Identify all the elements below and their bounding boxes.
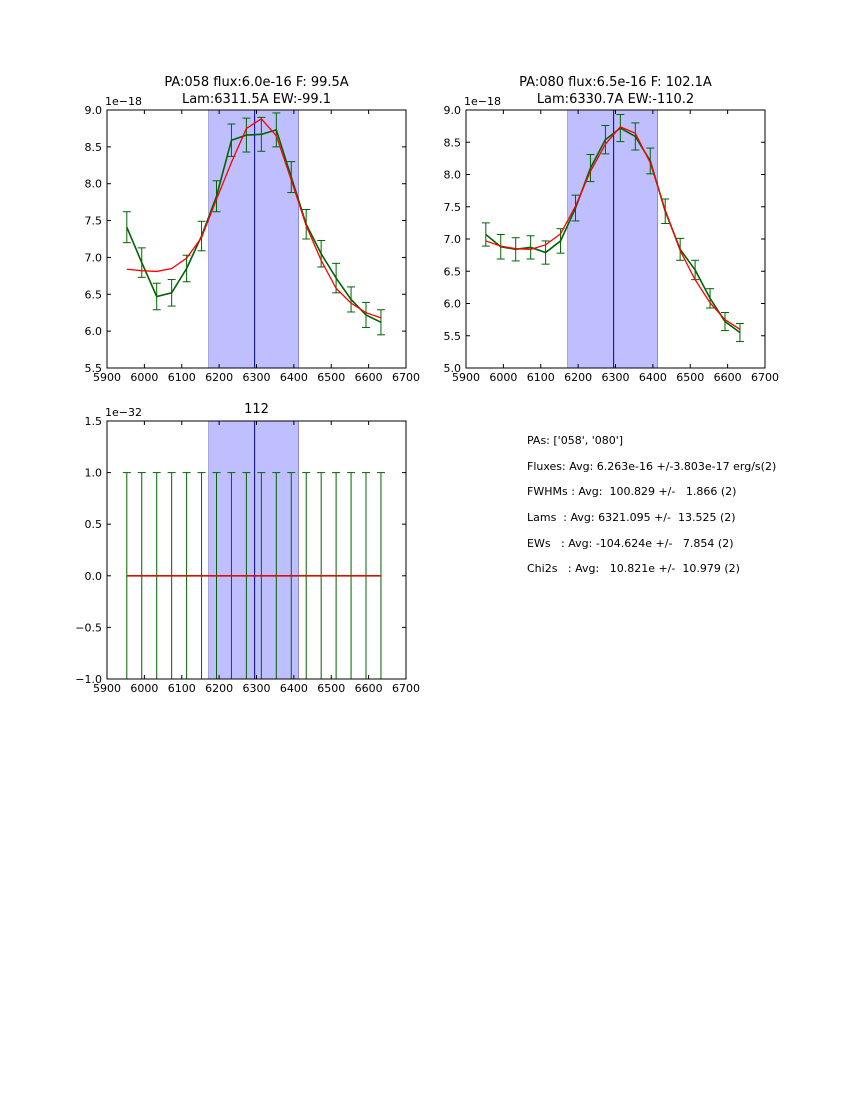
panel-1: 5900 6000 6100 6200 6300 6400 6500 6600 6700 5.5 6…: [85, 75, 421, 384]
y-tick-label: 5.5: [85, 362, 103, 375]
x-tick-label: 6400: [280, 371, 308, 384]
chart-title: 112: [244, 402, 269, 417]
panel-2: 5900 6000 6100 6200 6300 6400 6500 6600 6700 5.0 5…: [444, 75, 780, 384]
x-tick-label: 6300: [243, 371, 271, 384]
y-tick-label: 9.0: [85, 104, 103, 117]
x-tick-label: 6700: [392, 682, 420, 695]
x-tick-label: 6500: [676, 371, 704, 384]
stats-chi2s: Chi2s : Avg: 10.821e +/- 10.979 (2): [527, 562, 740, 576]
fit-window-band: [567, 109, 658, 369]
chart-title-line-1: PA:080 flux:6.5e-16 F: 102.1A: [519, 75, 712, 90]
x-tick-label: 6600: [355, 682, 383, 695]
stats-fwhms: FWHMs : Avg: 100.829 +/- 1.866 (2): [527, 485, 737, 499]
chart-title-line-2: Lam:6311.5A EW:-99.1: [182, 92, 331, 107]
x-tick-label: 6200: [205, 371, 233, 384]
x-tick-label: 6100: [168, 371, 196, 384]
data-series-line: [485, 127, 741, 334]
x-tick-label: 6200: [564, 371, 592, 384]
y-tick-label: 9.0: [444, 104, 462, 117]
fit-window-band: [208, 109, 299, 369]
x-tick-label: 6500: [317, 682, 345, 695]
model-series-line: [126, 118, 382, 319]
y-tick-label: 8.5: [85, 141, 103, 154]
chart-title-line-2: Lam:6330.7A EW:-110.2: [537, 92, 694, 107]
stats-pas: PAs: ['058', '080']: [527, 434, 624, 447]
y-tick-label: −1.0: [75, 673, 102, 686]
x-tick-label: 5900: [93, 682, 121, 695]
x-tick-label: 6600: [714, 371, 742, 384]
y-offset-label: 1e−18: [105, 95, 142, 108]
x-tick-label: 6600: [355, 371, 383, 384]
x-tick-label: 6000: [489, 371, 517, 384]
x-tick-label: 5900: [93, 371, 121, 384]
y-tick-label: 8.0: [444, 169, 462, 182]
y-tick-label: 6.5: [85, 288, 103, 301]
x-tick-label: 6000: [130, 371, 158, 384]
y-tick-label: 5.5: [444, 330, 462, 343]
x-tick-label: 6500: [317, 371, 345, 384]
y-tick-label: 0.0: [85, 570, 103, 583]
x-tick-label: 6300: [602, 371, 630, 384]
y-tick-label: −0.5: [75, 621, 102, 634]
y-tick-label: 1.0: [85, 467, 103, 480]
fit-window-band: [208, 420, 299, 680]
x-tick-label: 6700: [392, 371, 420, 384]
stats-fluxes: Fluxes: Avg: 6.263e-16 +/-3.803e-17 erg/…: [527, 459, 777, 473]
x-tick-label: 6000: [130, 682, 158, 695]
y-tick-label: 1.5: [85, 415, 103, 428]
y-tick-label: 0.5: [85, 518, 103, 531]
y-tick-label: 6.5: [444, 265, 462, 278]
stats-ews: EWs : Avg: -104.624e +/- 7.854 (2): [527, 536, 734, 550]
x-tick-label: 5900: [452, 371, 480, 384]
stats-panel: PAs: ['058', '080'] Fluxes: Avg: 6.263e-…: [527, 434, 776, 588]
x-tick-label: 6400: [280, 682, 308, 695]
y-tick-label: 5.0: [444, 362, 462, 375]
plot-area: [122, 112, 385, 336]
x-tick-label: 6300: [243, 682, 271, 695]
panel-3: 5900 6000 6100 6200 6300 6400 6500 6600 6700 −1.0…: [75, 402, 420, 695]
data-series-line: [126, 128, 382, 324]
y-tick-label: 7.0: [85, 251, 103, 264]
y-tick-label: 6.0: [85, 325, 103, 338]
y-tick-label: 8.5: [444, 136, 462, 149]
x-tick-label: 6100: [527, 371, 555, 384]
chart-title-line-1: PA:058 flux:6.0e-16 F: 99.5A: [164, 75, 348, 90]
plot-area: [481, 114, 744, 343]
plot-area: [122, 472, 385, 679]
stats-lams: Lams : Avg: 6321.095 +/- 13.525 (2): [527, 511, 736, 525]
y-tick-label: 6.0: [444, 298, 462, 311]
x-tick-label: 6200: [205, 682, 233, 695]
model-series-line: [485, 125, 741, 330]
y-offset-label: 1e−32: [105, 406, 142, 419]
x-tick-label: 6400: [639, 371, 667, 384]
y-tick-label: 7.5: [444, 201, 462, 214]
y-tick-label: 8.0: [85, 178, 103, 191]
y-tick-label: 7.0: [444, 233, 462, 246]
x-tick-label: 6100: [168, 682, 196, 695]
y-offset-label: 1e−18: [464, 95, 501, 108]
x-tick-label: 6700: [751, 371, 779, 384]
y-tick-label: 7.5: [85, 215, 103, 228]
